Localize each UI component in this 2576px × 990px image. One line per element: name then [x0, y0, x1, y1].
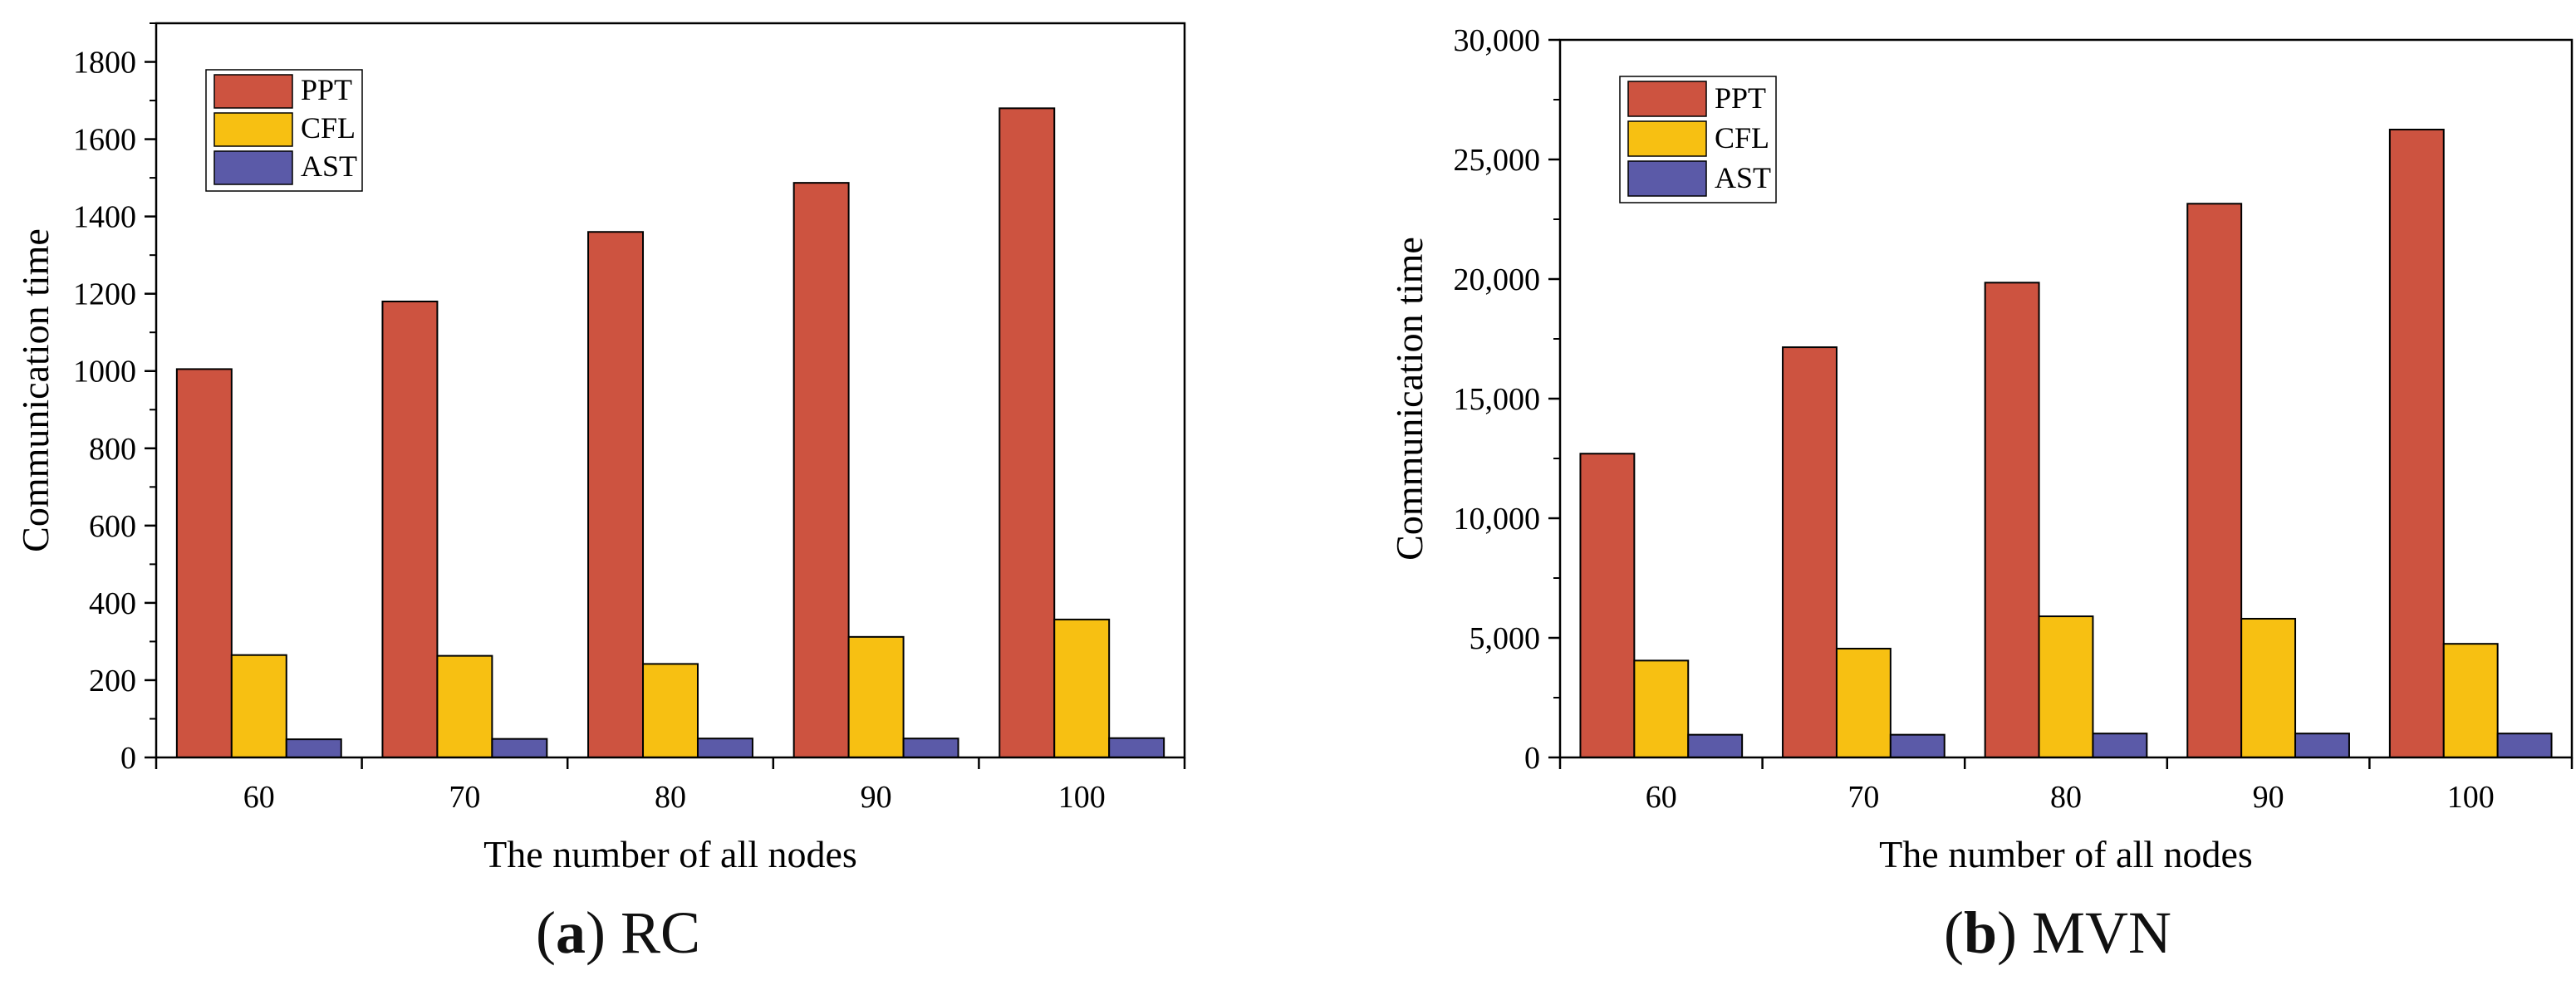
y-tick-label: 0	[120, 741, 136, 776]
caption-text: RC	[620, 899, 701, 966]
legend-label-cfl: CFL	[301, 111, 356, 145]
y-tick-label: 1600	[73, 123, 136, 158]
chart-panel-rc: 0 200 400 600 800 1000 1200 1400 1600 1800 60 70 80 9…	[0, 0, 1271, 990]
y-tick-label: 1400	[73, 200, 136, 235]
y-tick-label: 20,000	[1454, 262, 1541, 297]
legend-swatch-ppt	[1627, 81, 1707, 117]
y-axis-title: Communication time	[14, 228, 56, 552]
legend-label-ppt: PPT	[1715, 81, 1766, 115]
bar-ppt-70	[381, 300, 439, 758]
legend-swatch-cfl	[1627, 120, 1707, 157]
x-tick-label: 90	[861, 780, 892, 815]
y-tick-label: 1200	[73, 277, 136, 312]
caption-rc: (a) RC	[536, 899, 701, 966]
legend-label-ast: AST	[1715, 161, 1771, 194]
bar-cfl-100	[2442, 643, 2499, 759]
bar-chart-rc: 0 200 400 600 800 1000 1200 1400 1600 1800 60 70 80 9…	[14, 22, 1186, 875]
bar-ast-60	[285, 738, 342, 758]
caption-letter: b	[1963, 899, 1998, 966]
bar-ppt-90	[792, 182, 850, 758]
bar-ast-80	[696, 738, 753, 758]
x-tick-label: 70	[1847, 780, 1879, 815]
bar-ast-90	[902, 738, 959, 758]
y-tick-label: 1000	[73, 355, 136, 390]
bar-ppt-100	[2388, 129, 2445, 758]
chart-panel-mvn: 0 5,000 10,000 15,000 20,000 25,000 30,000 60 70…	[1296, 0, 2576, 990]
bar-ast-70	[491, 738, 548, 758]
y-tick-label: 15,000	[1454, 382, 1541, 417]
bar-ppt-70	[1782, 346, 1838, 758]
legend-swatch-ast	[213, 150, 293, 185]
y-tick-label: 200	[89, 664, 136, 698]
x-tick-label: 80	[2050, 780, 2082, 815]
bar-cfl-60	[1633, 659, 1690, 758]
x-axis-title: The number of all nodes	[1879, 833, 2253, 875]
legend-swatch-ppt	[213, 74, 293, 109]
bar-ppt-60	[175, 368, 233, 758]
y-tick-label: 800	[89, 432, 136, 467]
bar-cfl-90	[847, 635, 905, 758]
bar-cfl-80	[2038, 615, 2094, 759]
caption-letter: a	[555, 899, 586, 966]
caption-text: MVN	[2032, 899, 2172, 966]
x-tick-label: 60	[1646, 780, 1677, 815]
y-axis-title: Communication time	[1388, 237, 1430, 561]
x-tick-label: 70	[449, 780, 480, 815]
bar-cfl-100	[1053, 618, 1111, 759]
legend-swatch-ast	[1627, 160, 1707, 197]
bar-ast-100	[1108, 737, 1165, 758]
x-tick-label: 100	[2447, 780, 2495, 815]
x-tick-label: 100	[1058, 780, 1106, 815]
plot-frame	[155, 22, 1186, 759]
x-axis-title: The number of all nodes	[483, 833, 857, 875]
legend-label-cfl: CFL	[1715, 121, 1769, 154]
y-tick-label: 0	[1524, 741, 1540, 776]
bar-cfl-90	[2240, 617, 2297, 759]
x-tick-label: 80	[655, 780, 686, 815]
bar-ast-60	[1687, 733, 1744, 759]
bar-cfl-70	[1835, 647, 1892, 759]
bar-ppt-60	[1579, 453, 1636, 758]
bar-ast-100	[2496, 733, 2553, 759]
bar-ppt-80	[1984, 282, 2040, 758]
legend-label-ppt: PPT	[301, 73, 352, 106]
y-tick-label: 5,000	[1470, 621, 1541, 656]
y-tick-label: 25,000	[1454, 143, 1541, 178]
bar-ppt-80	[587, 231, 645, 758]
bar-cfl-70	[436, 654, 493, 759]
bar-ast-80	[2092, 733, 2148, 759]
bar-ast-70	[1889, 733, 1945, 759]
y-tick-label: 30,000	[1454, 23, 1541, 58]
bar-chart-mvn: 0 5,000 10,000 15,000 20,000 25,000 30,000 60 70…	[1388, 23, 2574, 875]
y-tick-label: 1800	[73, 46, 136, 81]
bar-cfl-60	[230, 654, 287, 758]
bar-ast-90	[2294, 733, 2350, 759]
bar-cfl-80	[642, 663, 699, 758]
y-tick-label: 400	[89, 586, 136, 621]
x-tick-label: 60	[243, 780, 275, 815]
x-tick-label: 90	[2253, 780, 2284, 815]
bar-ppt-100	[999, 107, 1056, 758]
bar-ppt-90	[2186, 203, 2243, 758]
legend-swatch-cfl	[213, 112, 293, 147]
y-tick-label: 10,000	[1454, 502, 1541, 537]
legend-label-ast: AST	[301, 149, 357, 183]
y-tick-label: 600	[89, 509, 136, 544]
caption-mvn: (b) MVN	[1944, 899, 2172, 966]
